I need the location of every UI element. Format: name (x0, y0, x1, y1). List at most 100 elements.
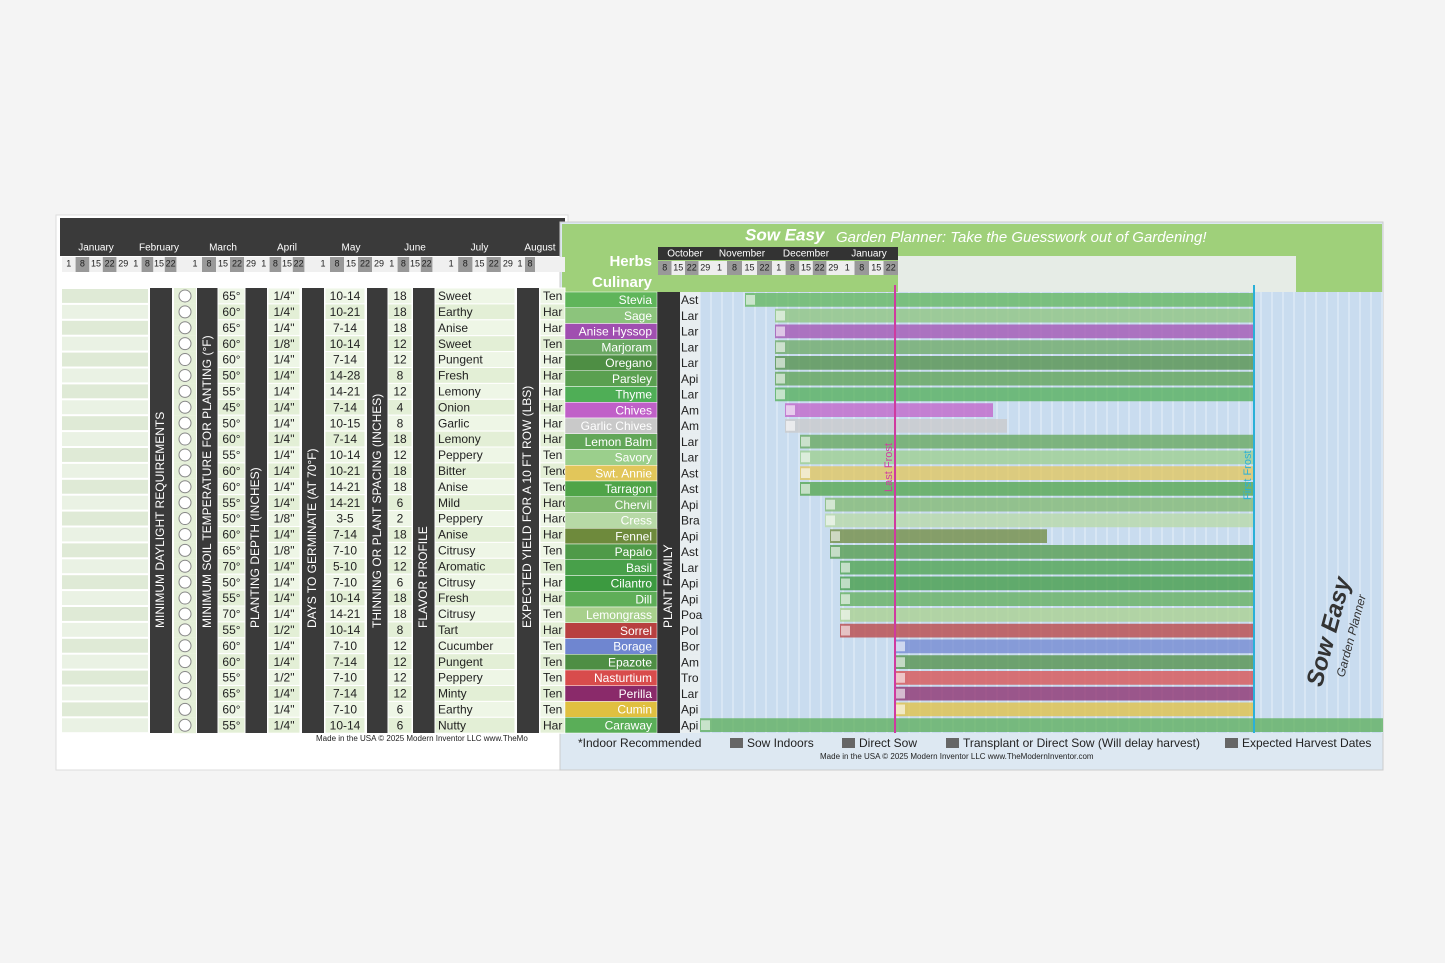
cell-text: Ten (543, 544, 562, 558)
day: 22 (105, 258, 115, 268)
plant-photo (62, 416, 148, 431)
family: Tro (681, 671, 699, 685)
cell-text: 10-14 (330, 591, 361, 605)
season-bar (800, 466, 1254, 480)
day-cell (102, 257, 117, 272)
day: 8 (527, 258, 532, 268)
daylight-icon (178, 527, 192, 541)
daylight-icon (178, 496, 192, 510)
cell-text: Har (543, 575, 562, 589)
cell-text: 1/4" (274, 321, 295, 335)
cell-text: Har (543, 432, 562, 446)
day-cell (785, 261, 800, 275)
cell-text: Har (543, 623, 562, 637)
herb-name: Parsley (612, 372, 652, 386)
herb-name: Caraway (605, 718, 652, 732)
family: Pol (681, 624, 698, 638)
season-bar (775, 340, 1254, 354)
family: Api (681, 592, 698, 606)
family-cell (680, 638, 700, 655)
cell-text: Peppery (438, 671, 483, 685)
season-bar (830, 545, 1254, 559)
herb-name: Tarragon (605, 482, 652, 496)
family: Api (681, 372, 698, 386)
sow-icon (896, 641, 905, 652)
family: Lar (681, 561, 698, 575)
season-bar (775, 324, 1254, 339)
day: 15 (801, 262, 811, 272)
family-cell (680, 607, 700, 623)
day: 29 (118, 258, 128, 268)
daylight-icon (178, 607, 192, 621)
cell-text: Sweet (438, 337, 472, 351)
cell-text: 1/4" (274, 432, 295, 446)
plant-photo (62, 591, 148, 605)
season-bar (775, 387, 1254, 402)
herb-name: Lemongrass (586, 608, 652, 622)
cell-text: 60° (222, 639, 240, 653)
cell-text: 7-10 (333, 703, 357, 717)
cell-text: Lemony (438, 385, 481, 399)
family-header-bar (657, 292, 680, 733)
family-cell (680, 481, 700, 497)
day: 8 (859, 262, 864, 272)
cell-text: Citrusy (438, 607, 475, 621)
daylight-icon (178, 384, 192, 398)
season-bar (785, 403, 993, 417)
day: 1 (133, 258, 138, 268)
family-cell (680, 292, 700, 308)
cell-text: 1/4" (274, 289, 295, 303)
family-cell (680, 402, 700, 418)
daylight-icon (178, 559, 192, 573)
cell-text: 1/4" (274, 464, 295, 478)
legend-item: Direct Sow (859, 736, 917, 750)
cell-text: Bitter (438, 464, 466, 478)
cell-text: Har (543, 416, 562, 430)
cell-text: 18 (393, 305, 407, 319)
column-header: MINIMUM DAYLIGHT REQUIREMENTS (153, 412, 167, 628)
daylight-icon (178, 655, 192, 669)
day-cell (486, 257, 501, 272)
cell-text: 8 (397, 416, 404, 430)
day: 8 (273, 258, 278, 268)
sow-icon (826, 515, 835, 526)
herb-name: Oregano (605, 356, 652, 370)
daylight-icon (178, 623, 192, 637)
cell (434, 716, 516, 734)
cell-text: 50° (222, 416, 240, 430)
daylight-icon (178, 289, 192, 303)
family: Lar (681, 309, 698, 323)
cell-text: 1/4" (274, 496, 295, 510)
family-cell (680, 449, 700, 466)
cell-text: 7-14 (333, 353, 357, 367)
cell-text: 7-10 (333, 575, 357, 589)
day: 15 (673, 262, 683, 272)
cell-text: 18 (393, 591, 407, 605)
cell-text: 55° (222, 671, 240, 685)
column-header: EXPECTED YIELD FOR A 10 FT ROW (LBS) (520, 386, 534, 628)
cell-text: Har (543, 591, 562, 605)
column-header: DAYS TO GERMINATE (AT 70°F) (305, 449, 319, 629)
cell-text: 18 (393, 432, 407, 446)
cell-text: 70° (222, 607, 240, 621)
plant-photo (62, 304, 148, 319)
family: Lar (681, 356, 698, 370)
family-cell (680, 370, 700, 387)
day: 15 (218, 258, 228, 268)
season-bar (775, 308, 1254, 323)
cell-text: 7-14 (333, 655, 357, 669)
daylight-icon (178, 702, 192, 716)
season-bar (895, 671, 1254, 685)
cell-text: 65° (222, 321, 240, 335)
cell-text: 7-10 (333, 544, 357, 558)
cell-text: 1/4" (274, 305, 295, 319)
cell-text: 10-15 (330, 416, 361, 430)
plant-photo (62, 654, 148, 669)
cell-text: 60° (222, 432, 240, 446)
daylight-icon (178, 686, 192, 700)
daylight-icon (178, 543, 192, 557)
cell-text: Mild (438, 496, 460, 510)
cell-text: 1/8" (274, 512, 295, 526)
cell-text: 12 (393, 655, 407, 669)
